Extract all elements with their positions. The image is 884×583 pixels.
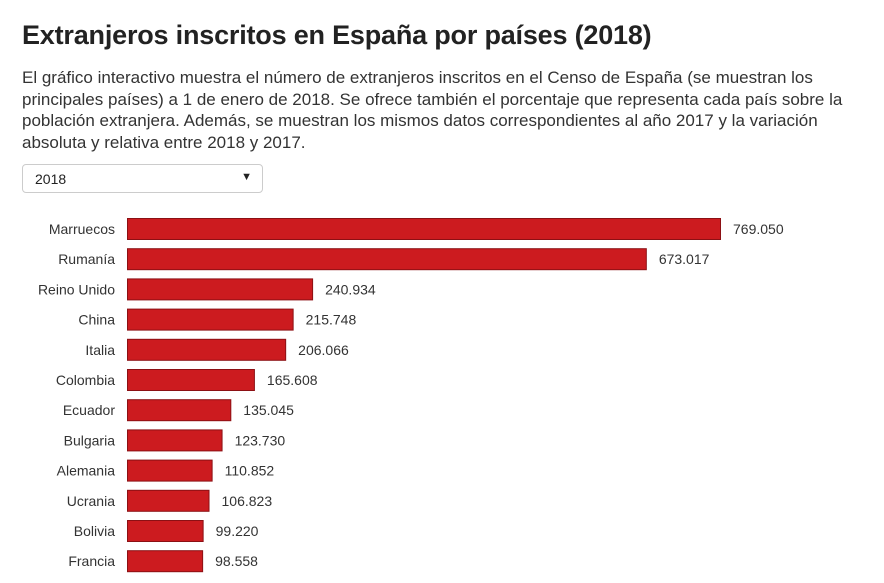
value-label: 165.608	[267, 372, 318, 388]
category-label: Italia	[85, 342, 115, 358]
bar[interactable]	[127, 429, 223, 452]
value-label: 240.934	[325, 281, 376, 297]
bar[interactable]	[127, 369, 255, 391]
bar[interactable]	[127, 218, 721, 240]
bar[interactable]	[127, 399, 232, 422]
bar[interactable]	[127, 520, 204, 542]
value-label: 135.045	[243, 402, 294, 418]
value-label: 110.852	[225, 463, 275, 479]
category-label: Bolivia	[74, 523, 115, 539]
category-label: Rumanía	[58, 251, 115, 267]
category-label: Colombia	[56, 372, 115, 388]
category-label: Alemania	[57, 463, 116, 479]
category-label: China	[78, 312, 115, 328]
category-label: Reino Unido	[38, 281, 115, 297]
bar[interactable]	[127, 308, 294, 331]
bar[interactable]	[127, 459, 213, 482]
value-label: 99.220	[216, 523, 259, 539]
value-label: 673.017	[659, 251, 710, 267]
value-label: 123.730	[235, 432, 286, 448]
chart-description: El gráfico interactivo muestra el número…	[22, 68, 843, 152]
bar[interactable]	[127, 489, 210, 512]
category-label: Francia	[68, 553, 115, 569]
bar-chart: Marruecos 769.050 Rumanía 673.017 Reino Unid…	[38, 218, 784, 573]
value-label: 206.066	[298, 342, 349, 358]
value-label: 215.748	[306, 312, 357, 328]
bar[interactable]	[127, 278, 314, 301]
category-label: Ecuador	[63, 402, 115, 418]
year-select-value: 2018	[35, 171, 67, 187]
value-label: 98.558	[215, 553, 258, 569]
chart-title: Extranjeros inscritos en España por país…	[22, 20, 652, 50]
value-label: 106.823	[222, 493, 273, 509]
category-label: Marruecos	[49, 221, 115, 237]
bar[interactable]	[127, 338, 287, 361]
value-label: 769.050	[733, 221, 784, 237]
year-select[interactable]: 2018 ▼	[22, 164, 263, 193]
caret-down-icon: ▼	[241, 171, 252, 183]
category-label: Bulgaria	[64, 432, 116, 448]
bar[interactable]	[127, 550, 204, 573]
bar[interactable]	[127, 248, 647, 271]
category-label: Ucrania	[67, 493, 115, 509]
